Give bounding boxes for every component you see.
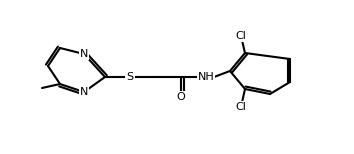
Text: O: O	[177, 92, 185, 102]
Text: Cl: Cl	[235, 31, 246, 41]
Text: NH: NH	[198, 72, 215, 82]
Text: S: S	[126, 72, 133, 82]
Text: N: N	[80, 87, 88, 97]
Text: Cl: Cl	[235, 102, 246, 112]
Text: N: N	[80, 49, 88, 59]
